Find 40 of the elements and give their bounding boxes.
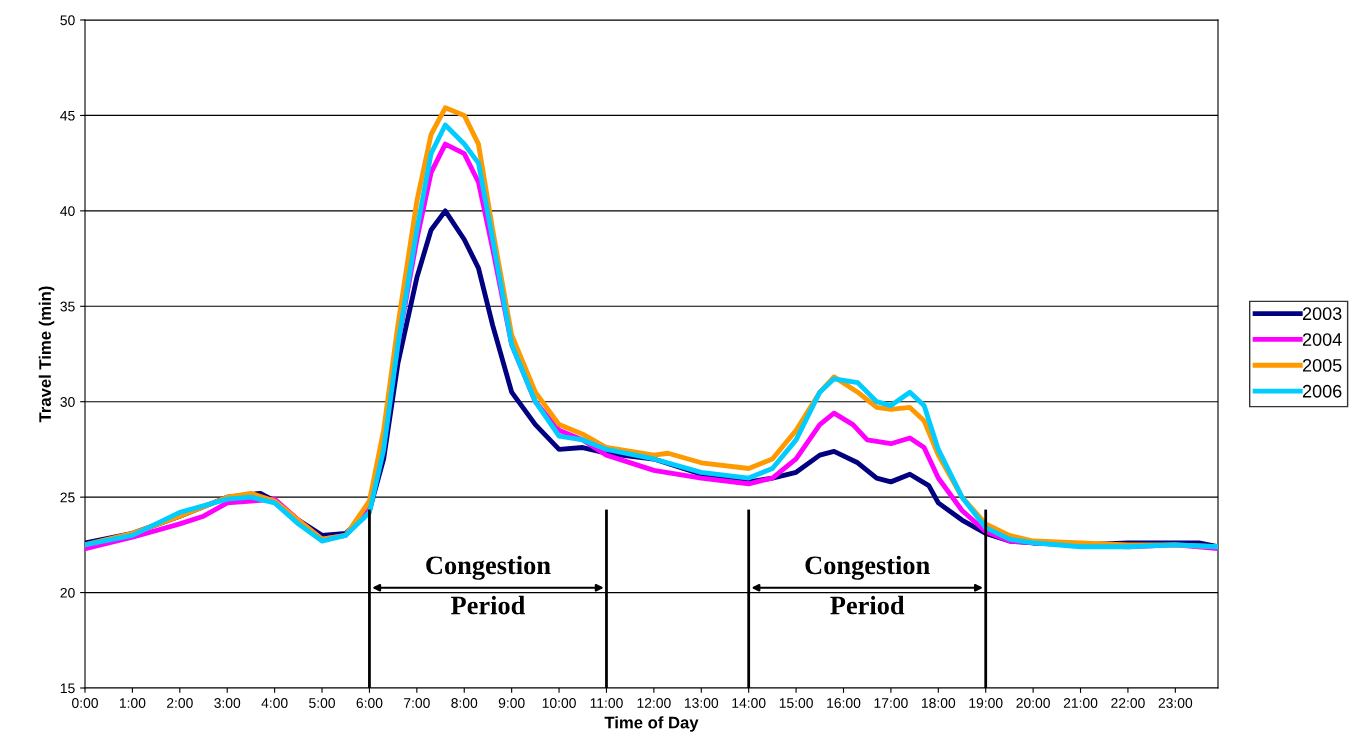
y-tick-label: 25 (60, 492, 75, 503)
x-axis-title: Time of Day (604, 716, 699, 732)
x-tick-label: 19:00 (969, 698, 1003, 708)
x-tick-label: 8:00 (451, 698, 478, 708)
y-tick-label: 50 (60, 15, 75, 26)
x-tick-label: 22:00 (1111, 698, 1145, 708)
x-tick-label: 12:00 (637, 698, 671, 708)
x-tick-label: 21:00 (1063, 698, 1098, 708)
x-tick-label: 1:00 (119, 698, 146, 708)
legend-label: 2004 (1302, 333, 1342, 346)
y-tick-label: 40 (60, 206, 75, 217)
x-tick-label: 3:00 (214, 698, 241, 708)
x-tick-label: 7:00 (404, 698, 430, 708)
x-tick-label: 5:00 (309, 698, 335, 708)
x-tick-label: 20:00 (1016, 698, 1050, 708)
y-tick-label: 35 (60, 301, 75, 312)
x-tick-label: 6:00 (356, 698, 383, 708)
x-tick-label: 14:00 (732, 698, 766, 708)
legend-label: 2003 (1302, 307, 1342, 321)
x-tick-label: 10:00 (542, 698, 576, 708)
x-tick-label: 23:00 (1158, 698, 1193, 708)
x-tick-label: 15:00 (779, 698, 813, 708)
annotation: Congestion Period (426, 555, 551, 615)
y-axis-title: Travel Time (min) (38, 286, 55, 423)
x-tick-label: 4:00 (261, 698, 288, 708)
x-tick-label: 9:00 (498, 698, 525, 708)
x-tick-label: 2:00 (167, 698, 193, 708)
legend-label: 2006 (1302, 384, 1342, 398)
y-tick-label: 45 (60, 110, 75, 121)
x-tick-label: 16:00 (827, 698, 861, 708)
annotation: Congestion Period (805, 555, 930, 615)
x-tick-label: 13:00 (684, 698, 719, 708)
y-tick-label: 30 (60, 397, 75, 407)
legend-label: 2005 (1302, 358, 1342, 372)
x-tick-label: 18:00 (921, 698, 956, 708)
x-tick-label: 17:00 (874, 698, 908, 708)
y-tick-label: 20 (60, 587, 75, 598)
x-tick-label: 11:00 (590, 698, 623, 708)
y-tick-label: 15 (60, 683, 75, 694)
x-tick-label: 0:00 (72, 698, 98, 708)
